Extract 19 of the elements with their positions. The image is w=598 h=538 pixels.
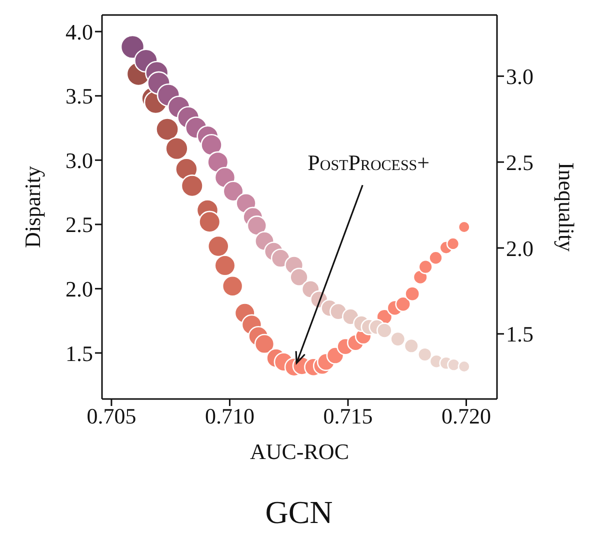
x-tick-label: 0.710: [204, 404, 254, 429]
y-tick-label: 2.5: [66, 212, 93, 238]
y-tick-label: 1.5: [66, 340, 93, 366]
y2-axis-title: Inequality: [554, 162, 580, 252]
y2-tick-label: 1.5: [506, 322, 534, 347]
x-tick-label: 0.705: [86, 404, 136, 429]
x-axis-title: AUC-ROC: [250, 439, 350, 464]
y-tick-label: 3.0: [66, 148, 93, 173]
y-tick-label: 3.5: [66, 84, 93, 109]
y-tick-label: 2.0: [66, 276, 93, 302]
y-axis-title: Disparity: [20, 166, 45, 248]
y2-tick-label: 2.0: [506, 236, 534, 261]
y2-tick-label: 3.0: [506, 64, 534, 89]
x-tick-label: 0.715: [323, 404, 373, 429]
y-tick-label: 4.0: [66, 19, 93, 44]
y2-tick-label: 2.5: [506, 150, 534, 175]
annotation: PostProcess+: [308, 150, 430, 176]
x-tick-label: 0.720: [442, 404, 491, 429]
text: GCN: [264, 494, 334, 531]
